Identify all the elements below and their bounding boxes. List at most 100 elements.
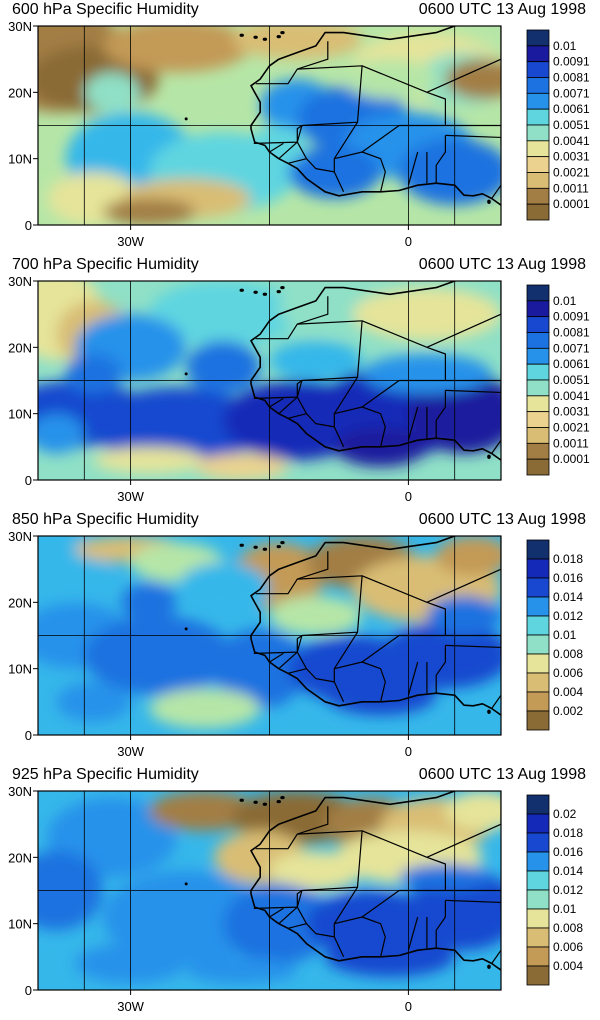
colorbar-swatch xyxy=(526,908,550,929)
y-tick-label: 0 xyxy=(25,728,32,743)
border-line xyxy=(333,376,359,415)
colorbar-swatch xyxy=(526,61,550,78)
colorbar-label: 0.02 xyxy=(553,807,577,821)
map-frame xyxy=(37,25,502,226)
colorbar-label: 0.006 xyxy=(553,666,583,680)
border-line xyxy=(297,575,363,637)
colorbar-label: 0.006 xyxy=(553,940,583,954)
border-line xyxy=(278,141,298,160)
island xyxy=(262,37,268,41)
graticule xyxy=(38,791,501,990)
humidity-contour xyxy=(436,536,501,576)
y-tick-label: 10N xyxy=(8,152,32,167)
colorbar-label: 0.016 xyxy=(553,845,583,859)
colorbar-label: 0.0071 xyxy=(553,341,590,355)
border-line xyxy=(253,125,303,144)
panel-date: 0600 UTC 13 Aug 1998 xyxy=(418,511,586,528)
border-line xyxy=(269,907,284,918)
island xyxy=(280,796,285,800)
colorbar-swatch xyxy=(526,316,550,333)
colorbar-label: 0.0051 xyxy=(553,373,590,387)
border-line xyxy=(269,142,284,153)
border-line xyxy=(426,791,501,858)
border-line xyxy=(296,890,303,908)
x-tick-label: 30W xyxy=(117,489,144,504)
island xyxy=(487,454,491,459)
humidity-contour xyxy=(186,340,261,394)
colorbar-label: 0.0061 xyxy=(553,357,590,371)
colorbar-swatch xyxy=(526,172,550,189)
island xyxy=(253,290,258,294)
colorbar-swatch xyxy=(526,140,550,158)
humidity-contour xyxy=(343,59,437,99)
border-line xyxy=(296,651,335,683)
humidity-contour xyxy=(149,791,261,831)
island xyxy=(262,292,268,296)
colorbar-label: 0.0071 xyxy=(553,86,590,100)
colorbar-swatch xyxy=(526,596,550,617)
humidity-contour xyxy=(102,198,196,225)
border-line xyxy=(333,635,400,703)
humidity-contour xyxy=(149,688,261,729)
humidity-contour xyxy=(250,125,307,166)
colorbar-label: 0.004 xyxy=(553,685,583,699)
colorbar: 0.02 0.018 0.016 0.014 0.012 0.01 0.008 0.006 0.… xyxy=(526,794,583,986)
colorbar-label: 0.01 xyxy=(553,628,577,642)
panel-850hpa: 850 hPa Specific Humidity 0600 UTC 13 Au… xyxy=(0,510,600,765)
colorbar-swatch xyxy=(526,77,550,94)
border-line xyxy=(435,135,446,184)
colorbar-label: 0.0091 xyxy=(553,55,590,69)
border-line xyxy=(491,184,501,199)
colorbar-swatch xyxy=(526,577,550,598)
border-line xyxy=(297,830,363,892)
colorbar-label: 0.014 xyxy=(553,864,583,878)
colorbar-swatch xyxy=(526,813,550,834)
island xyxy=(184,627,188,631)
humidity-contour xyxy=(38,413,85,454)
border-line xyxy=(407,661,419,696)
colorbar-label: 0.018 xyxy=(553,552,583,566)
y-tick-label: 10N xyxy=(8,917,32,932)
y-tick-label: 0 xyxy=(25,473,32,488)
colorbar-swatch xyxy=(526,124,550,142)
colorbar-label: 0.012 xyxy=(553,609,583,623)
border-line xyxy=(426,26,501,93)
map-frame xyxy=(37,535,502,736)
x-tick-label: 30W xyxy=(117,234,144,249)
border-line xyxy=(435,900,446,949)
colorbar-swatch xyxy=(526,45,550,63)
colorbar-swatch xyxy=(526,889,550,910)
island xyxy=(487,199,491,204)
border-line xyxy=(333,886,359,925)
colorbar-swatch xyxy=(526,347,550,365)
humidity-contour xyxy=(65,353,122,394)
border-line xyxy=(333,121,359,160)
y-tick-label: 10N xyxy=(8,662,32,677)
colorbar-swatch xyxy=(526,332,550,349)
colorbar-swatch xyxy=(526,870,550,891)
colorbar-swatch xyxy=(526,710,550,731)
x-tick-label: 0 xyxy=(405,999,412,1014)
island xyxy=(487,964,491,969)
colorbar-swatch xyxy=(526,187,550,205)
colorbar-label: 0.0031 xyxy=(553,405,590,419)
map-frame xyxy=(37,280,502,481)
map-frame xyxy=(37,790,502,991)
colorbar-swatch xyxy=(526,363,550,381)
border-line xyxy=(407,151,419,186)
island xyxy=(280,286,285,290)
border-line xyxy=(491,949,501,964)
colorbar-label: 0.0011 xyxy=(553,181,589,195)
border-line xyxy=(445,899,501,904)
colorbar-label: 0.0051 xyxy=(553,118,590,132)
border-line xyxy=(253,380,303,399)
humidity-contour xyxy=(269,340,363,381)
humidity-contour xyxy=(269,595,363,636)
colorbar-label: 0.0081 xyxy=(553,71,590,85)
panel-title: 700 hPa Specific Humidity xyxy=(12,256,199,273)
graticule xyxy=(38,281,501,480)
colorbar-swatch xyxy=(526,458,550,476)
border-line xyxy=(278,651,298,670)
